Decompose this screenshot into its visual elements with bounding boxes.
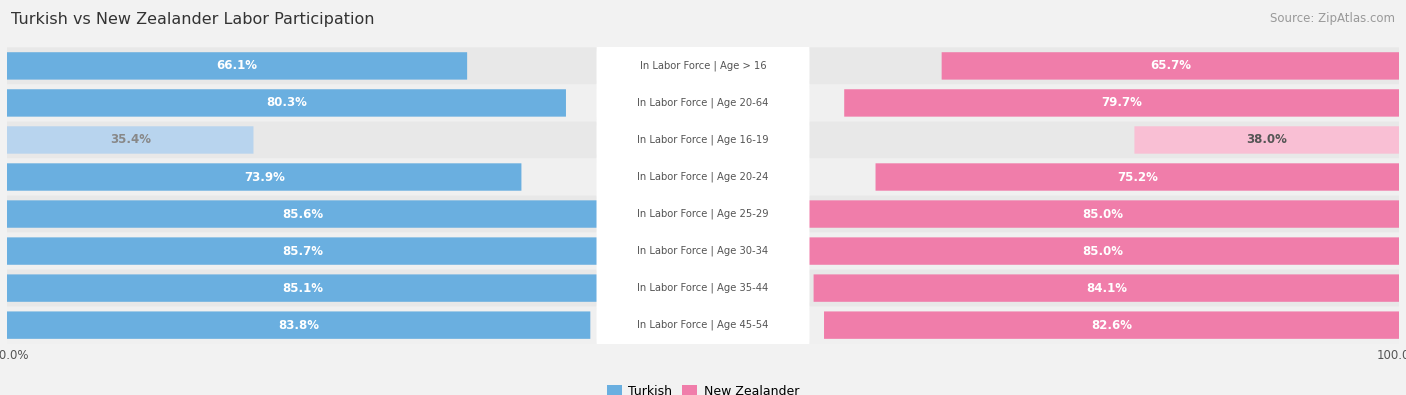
FancyBboxPatch shape	[807, 237, 1399, 265]
FancyBboxPatch shape	[824, 311, 1399, 339]
Text: In Labor Force | Age 20-24: In Labor Force | Age 20-24	[637, 172, 769, 182]
Text: 66.1%: 66.1%	[217, 59, 257, 72]
Text: 85.0%: 85.0%	[1083, 207, 1123, 220]
FancyBboxPatch shape	[7, 52, 467, 80]
FancyBboxPatch shape	[942, 52, 1399, 80]
Text: In Labor Force | Age 25-29: In Labor Force | Age 25-29	[637, 209, 769, 219]
Text: In Labor Force | Age 20-64: In Labor Force | Age 20-64	[637, 98, 769, 108]
FancyBboxPatch shape	[807, 200, 1399, 228]
FancyBboxPatch shape	[7, 158, 1399, 196]
FancyBboxPatch shape	[814, 275, 1399, 302]
Text: 38.0%: 38.0%	[1246, 134, 1286, 147]
Text: Turkish vs New Zealander Labor Participation: Turkish vs New Zealander Labor Participa…	[11, 12, 375, 27]
Text: 75.2%: 75.2%	[1116, 171, 1157, 184]
Text: In Labor Force | Age 16-19: In Labor Force | Age 16-19	[637, 135, 769, 145]
Text: 85.7%: 85.7%	[283, 245, 323, 258]
Text: In Labor Force | Age 30-34: In Labor Force | Age 30-34	[637, 246, 769, 256]
FancyBboxPatch shape	[596, 301, 810, 350]
Text: 82.6%: 82.6%	[1091, 319, 1132, 332]
FancyBboxPatch shape	[844, 89, 1399, 117]
FancyBboxPatch shape	[596, 115, 810, 164]
FancyBboxPatch shape	[596, 227, 810, 276]
Text: 65.7%: 65.7%	[1150, 59, 1191, 72]
FancyBboxPatch shape	[7, 307, 1399, 344]
Text: 85.1%: 85.1%	[283, 282, 323, 295]
FancyBboxPatch shape	[7, 163, 522, 191]
FancyBboxPatch shape	[1135, 126, 1399, 154]
FancyBboxPatch shape	[876, 163, 1399, 191]
Text: In Labor Force | Age 45-54: In Labor Force | Age 45-54	[637, 320, 769, 330]
FancyBboxPatch shape	[7, 200, 603, 228]
Text: 35.4%: 35.4%	[110, 134, 150, 147]
FancyBboxPatch shape	[596, 190, 810, 239]
Text: 85.0%: 85.0%	[1083, 245, 1123, 258]
Text: Source: ZipAtlas.com: Source: ZipAtlas.com	[1270, 12, 1395, 25]
Text: In Labor Force | Age 35-44: In Labor Force | Age 35-44	[637, 283, 769, 293]
Text: In Labor Force | Age > 16: In Labor Force | Age > 16	[640, 61, 766, 71]
Text: 85.6%: 85.6%	[283, 207, 323, 220]
FancyBboxPatch shape	[7, 275, 599, 302]
FancyBboxPatch shape	[7, 237, 603, 265]
Text: 84.1%: 84.1%	[1085, 282, 1126, 295]
Text: 83.8%: 83.8%	[278, 319, 319, 332]
FancyBboxPatch shape	[7, 233, 1399, 269]
FancyBboxPatch shape	[7, 89, 567, 117]
FancyBboxPatch shape	[7, 196, 1399, 233]
FancyBboxPatch shape	[596, 41, 810, 90]
FancyBboxPatch shape	[7, 126, 253, 154]
FancyBboxPatch shape	[7, 121, 1399, 158]
Text: 73.9%: 73.9%	[243, 171, 284, 184]
Text: 80.3%: 80.3%	[266, 96, 307, 109]
FancyBboxPatch shape	[596, 264, 810, 312]
FancyBboxPatch shape	[7, 85, 1399, 121]
FancyBboxPatch shape	[7, 269, 1399, 307]
FancyBboxPatch shape	[596, 79, 810, 127]
FancyBboxPatch shape	[7, 47, 1399, 85]
Legend: Turkish, New Zealander: Turkish, New Zealander	[602, 380, 804, 395]
FancyBboxPatch shape	[7, 311, 591, 339]
FancyBboxPatch shape	[596, 152, 810, 201]
Text: 79.7%: 79.7%	[1101, 96, 1142, 109]
